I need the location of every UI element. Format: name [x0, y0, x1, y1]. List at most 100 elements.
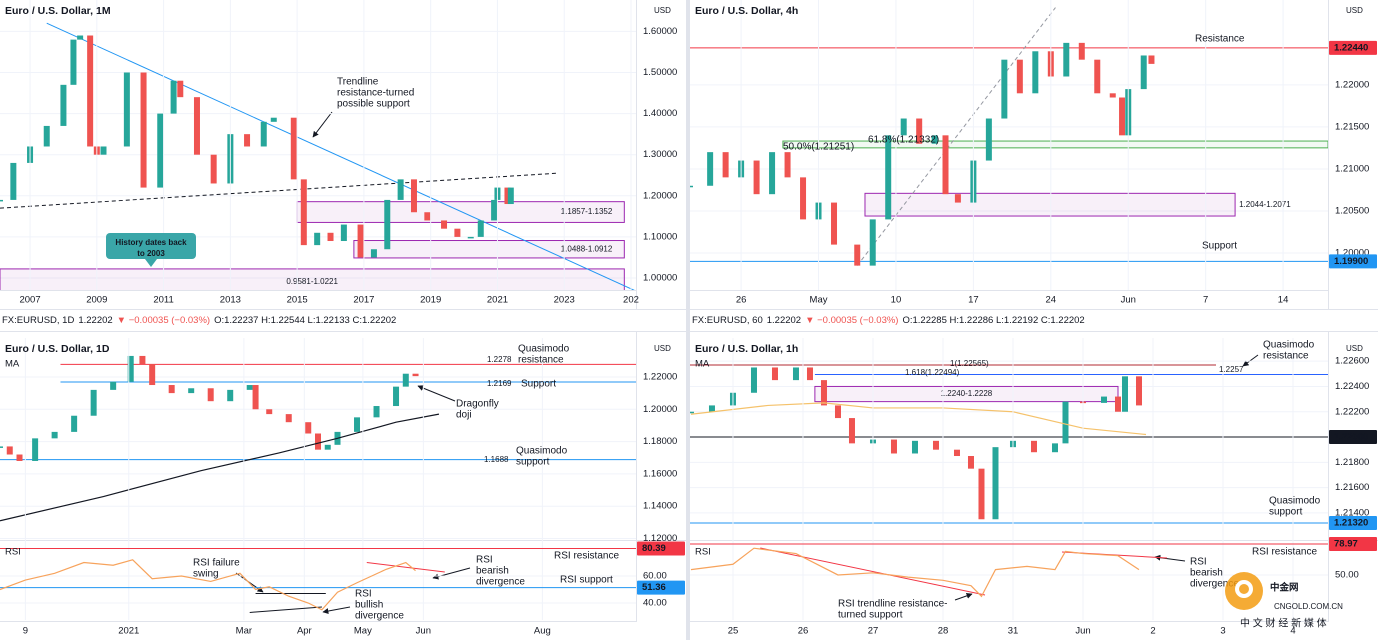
- candle: [978, 468, 985, 520]
- y-tick-label: 1.22600: [1335, 356, 1369, 367]
- annotation: divergence: [476, 577, 525, 588]
- candle: [270, 117, 277, 122]
- candle: [139, 355, 146, 365]
- annotation: divergence: [1190, 579, 1239, 590]
- annotation: Quasimodo: [1269, 496, 1321, 507]
- y-tick-label: 1.21400: [1335, 507, 1369, 518]
- candle: [953, 449, 960, 457]
- annotation: 1.2257: [1219, 365, 1244, 374]
- y-tick-label: 1.20000: [1335, 248, 1369, 259]
- annotation: 1.618(1.22494): [905, 368, 960, 377]
- x-tick-label: 2019: [420, 295, 441, 306]
- axis-border: [1328, 332, 1329, 622]
- candle: [916, 118, 923, 144]
- y-tick-label: 40.00: [643, 598, 667, 609]
- candle: [1135, 376, 1142, 406]
- axis-border: [690, 621, 1328, 622]
- zone-label: 0.9581-1.0221: [286, 277, 338, 286]
- price-tag: [1329, 254, 1377, 269]
- unit-label: USD: [1346, 6, 1363, 15]
- candle: [931, 135, 938, 144]
- chart-title: Euro / U.S. Dollar, 1M: [5, 5, 111, 17]
- candle: [260, 121, 267, 147]
- candle: [412, 373, 419, 377]
- header-last: 1.22202: [767, 315, 801, 326]
- arrow: [312, 111, 333, 138]
- candle: [1078, 42, 1085, 60]
- candle: [504, 187, 511, 205]
- annotation: Support: [1202, 241, 1237, 252]
- symbol-header: FX:EURUSD, 1D 1.22202 ▼ −0.00035 (−0.03%) O…: [2, 315, 396, 326]
- candle: [750, 367, 757, 393]
- candle: [227, 389, 234, 402]
- candle: [869, 219, 876, 266]
- zone-label: 1.2240-1.2228: [941, 389, 993, 398]
- annotation: turned support: [838, 610, 903, 621]
- price-tag-label: 1.21320: [1334, 518, 1368, 529]
- annotation: Resistance: [1195, 34, 1245, 45]
- watermark-tagline: 中 文 财 经 新 媒 体: [1240, 617, 1327, 630]
- x-tick-label: 2021: [118, 626, 139, 637]
- pane: [690, 360, 1328, 524]
- line-series: [0, 559, 416, 611]
- unit-label: USD: [654, 6, 671, 15]
- candle: [70, 39, 77, 85]
- zone: [353, 240, 625, 259]
- annotation: possible support: [337, 99, 410, 110]
- x-tick-label: 24: [1046, 295, 1057, 306]
- annotation: RSI: [1190, 557, 1207, 568]
- price-tag: [1329, 40, 1377, 55]
- y-tick-label: 1.12000: [643, 533, 677, 544]
- y-tick-label: 1.22400: [1335, 381, 1369, 392]
- y-tick-label: 1.22200: [1335, 406, 1369, 417]
- axis-border: [636, 0, 637, 309]
- candle: [300, 179, 307, 246]
- y-tick-label: 1.40000: [643, 108, 677, 119]
- candle: [357, 224, 364, 258]
- candle: [854, 244, 861, 266]
- price-tag: [1329, 430, 1377, 445]
- rsi-label: RSI: [5, 547, 21, 558]
- candle: [800, 177, 807, 220]
- y-tick-label: 1.22000: [1335, 79, 1369, 90]
- candle: [467, 236, 474, 239]
- divider: [0, 331, 1378, 332]
- header-last: 1.22202: [78, 315, 112, 326]
- candle: [327, 232, 334, 242]
- x-tick-label: 26: [798, 626, 809, 637]
- pane-divider: [690, 540, 1378, 541]
- candle: [10, 162, 17, 200]
- y-tick-label: 50.00: [1335, 569, 1359, 580]
- candle: [315, 433, 321, 450]
- annotation: 1(1.22565): [950, 359, 989, 368]
- x-tick-label: 2021: [487, 295, 508, 306]
- candle: [149, 364, 156, 386]
- annotation: RSI resistance: [1252, 547, 1317, 558]
- annotation: RSI failure: [193, 558, 240, 569]
- candle: [820, 380, 827, 406]
- y-tick-label: 1.00000: [643, 273, 677, 284]
- y-tick-label: 1.21800: [1335, 457, 1369, 468]
- y-tick-label: 1.18000: [643, 436, 677, 447]
- candle: [911, 440, 918, 454]
- annotation: 1.2169: [487, 379, 512, 388]
- candle: [290, 117, 297, 180]
- candle: [77, 35, 84, 40]
- annotation: RSI support: [560, 575, 613, 586]
- chart-title: Euro / U.S. Dollar, 4h: [695, 5, 798, 17]
- x-tick-label: 14: [1278, 295, 1289, 306]
- annotation: 1.2278: [487, 355, 512, 364]
- x-tick-label: 26: [736, 295, 747, 306]
- arrow: [417, 385, 456, 402]
- candle: [340, 224, 347, 242]
- annotation: History dates back: [115, 238, 187, 247]
- y-tick-label: 1.21600: [1335, 482, 1369, 493]
- candle: [1001, 59, 1008, 119]
- candle: [441, 220, 448, 229]
- candle: [140, 72, 147, 188]
- annotation: Quasimodo: [518, 344, 570, 355]
- annotation: 1.1688: [484, 455, 509, 464]
- y-tick-label: 1.60000: [643, 26, 677, 37]
- y-tick-label: 1.20000: [643, 404, 677, 415]
- candle: [168, 385, 175, 394]
